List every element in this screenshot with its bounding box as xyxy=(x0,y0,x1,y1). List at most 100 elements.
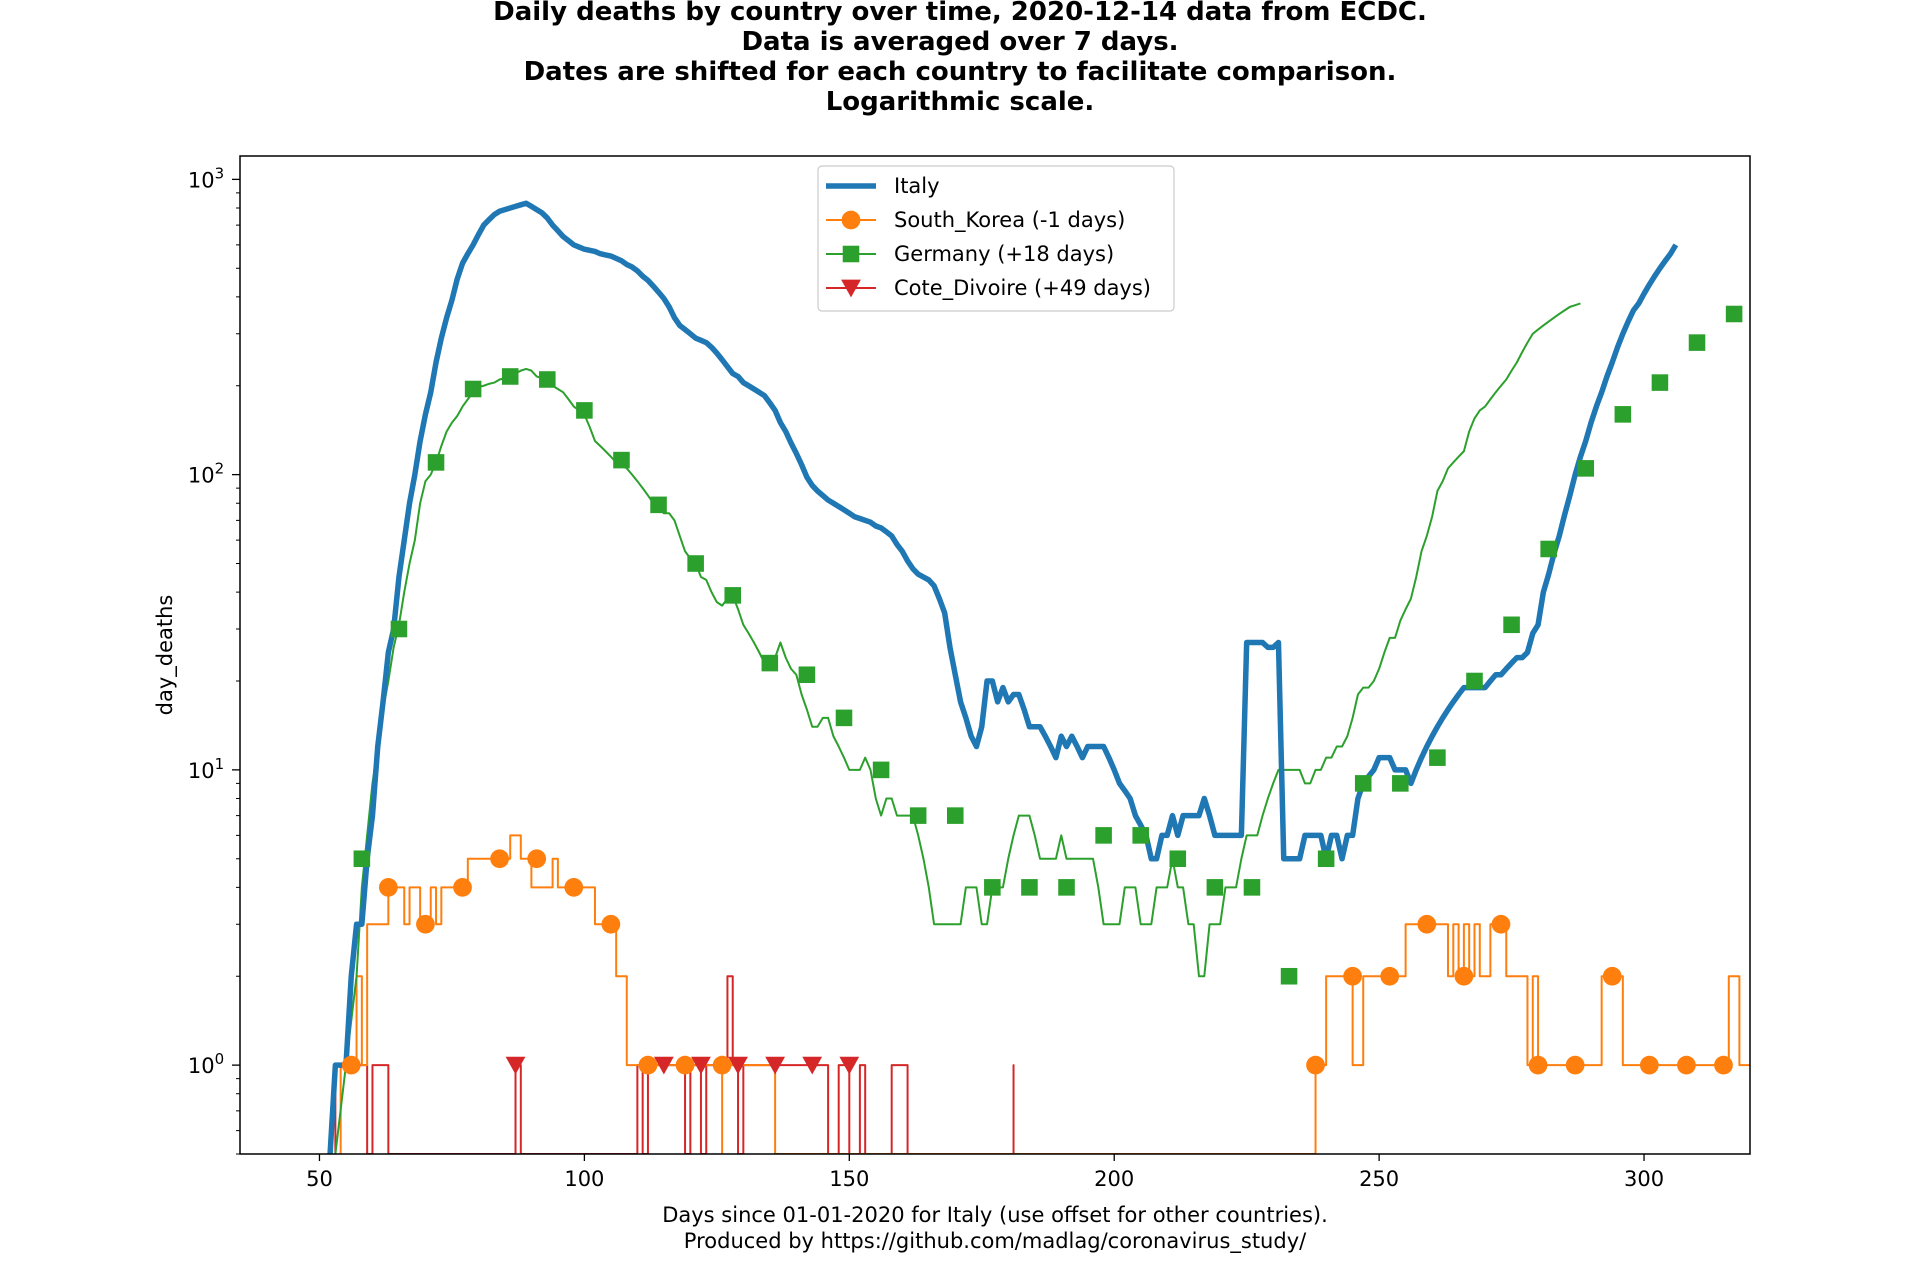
data-point-germany xyxy=(687,555,704,572)
data-point-germany xyxy=(724,587,742,604)
y-tick-label: 100 xyxy=(188,1050,224,1078)
data-point-germany xyxy=(427,454,445,471)
data-point-south_korea xyxy=(1380,966,1400,986)
data-point-germany xyxy=(1466,672,1483,690)
data-point-germany xyxy=(909,807,927,824)
plot-area-frame xyxy=(239,155,1751,1155)
y-axis: 100 101 102 103 xyxy=(188,164,240,1155)
x-tick-label: 100 xyxy=(564,1167,604,1191)
chart-title-line-3: Dates are shifted for each country to fa… xyxy=(524,57,1397,87)
data-point-south_korea xyxy=(601,914,621,934)
legend-label: Italy xyxy=(894,174,940,198)
x-tick-label: 50 xyxy=(306,1167,333,1191)
data-point-germany xyxy=(501,368,519,385)
data-point-cote_divoire xyxy=(653,1056,674,1075)
data-point-germany xyxy=(1354,775,1372,792)
data-point-south_korea xyxy=(1454,966,1474,986)
data-point-germany xyxy=(1132,827,1149,844)
data-point-germany xyxy=(946,807,964,824)
data-point-cote_divoire xyxy=(802,1056,823,1075)
x-axis: 50 100 150 200 250 300 xyxy=(306,1154,1664,1191)
y-tick-label: 102 xyxy=(188,460,224,488)
data-point-germany xyxy=(576,402,593,419)
legend-box xyxy=(817,165,1175,312)
data-point-germany xyxy=(1280,967,1298,985)
data-point-germany xyxy=(464,380,482,398)
legend-marker xyxy=(842,245,860,263)
y-tick-label: 103 xyxy=(188,164,224,192)
data-point-south_korea xyxy=(378,878,398,897)
chart-title-line-1: Daily deaths by country over time, 2020-… xyxy=(493,0,1427,27)
data-point-cote_divoire xyxy=(839,1056,860,1075)
x-tick-label: 300 xyxy=(1624,1167,1664,1191)
data-point-germany xyxy=(1503,616,1520,634)
data-point-germany xyxy=(1651,374,1669,391)
data-point-south_korea xyxy=(1343,966,1362,986)
data-point-germany xyxy=(650,496,667,514)
data-point-south_korea xyxy=(1677,1055,1696,1075)
data-point-germany xyxy=(835,709,853,727)
legend: Italy South_Korea (-1 days) Germany (+18 d… xyxy=(817,165,1175,312)
series-line-south_korea xyxy=(339,834,1750,1154)
chart-title-line-4: Logarithmic scale. xyxy=(826,87,1095,117)
legend-label: South_Korea (-1 days) xyxy=(894,208,1125,233)
x-tick-label: 150 xyxy=(829,1167,869,1191)
data-point-south_korea xyxy=(1639,1055,1659,1075)
marker-layer xyxy=(341,305,1743,1075)
data-point-germany xyxy=(1614,406,1632,423)
data-point-cote_divoire xyxy=(765,1056,786,1075)
data-point-germany xyxy=(390,620,408,638)
x-axis-label-line-2: Produced by https://github.com/madlag/co… xyxy=(684,1229,1307,1254)
data-point-germany xyxy=(1540,540,1557,558)
x-tick-label: 200 xyxy=(1094,1167,1134,1191)
data-point-south_korea xyxy=(1602,966,1622,986)
data-point-germany xyxy=(1429,749,1446,766)
data-point-germany xyxy=(613,451,630,469)
data-point-cote_divoire xyxy=(728,1056,748,1075)
data-point-germany xyxy=(1206,879,1224,896)
data-point-south_korea xyxy=(1491,914,1511,934)
data-point-south_korea xyxy=(527,849,547,869)
data-point-germany xyxy=(1725,305,1743,323)
data-point-south_korea xyxy=(341,1055,361,1075)
series-line-italy xyxy=(327,200,1679,1154)
data-point-south_korea xyxy=(1306,1055,1325,1075)
legend-marker xyxy=(841,279,861,298)
data-point-germany xyxy=(1095,827,1112,844)
data-point-south_korea xyxy=(638,1055,658,1075)
data-point-south_korea xyxy=(1565,1055,1585,1075)
series-layer xyxy=(327,200,1750,1154)
data-point-germany xyxy=(1169,850,1187,868)
data-point-south_korea xyxy=(1417,914,1437,934)
x-tick-label: 250 xyxy=(1359,1167,1399,1191)
data-point-germany xyxy=(1688,334,1706,351)
chart-title-line-2: Data is averaged over 7 days. xyxy=(741,27,1178,57)
data-point-south_korea xyxy=(416,914,435,934)
legend-label: Cote_Divoire (+49 days) xyxy=(894,276,1151,301)
data-point-germany xyxy=(1058,879,1075,896)
y-axis-label: day_deaths xyxy=(153,595,178,716)
data-point-germany xyxy=(1243,879,1261,896)
data-point-south_korea xyxy=(712,1055,732,1075)
data-point-germany xyxy=(1392,775,1409,792)
data-point-south_korea xyxy=(675,1055,695,1075)
series-line-germany xyxy=(334,302,1581,1154)
data-point-south_korea xyxy=(453,878,472,897)
data-point-germany xyxy=(761,654,779,672)
data-point-germany xyxy=(1317,850,1335,868)
data-point-south_korea xyxy=(1528,1055,1548,1075)
data-point-germany xyxy=(984,879,1001,896)
legend-label: Germany (+18 days) xyxy=(894,242,1114,266)
y-tick-label: 101 xyxy=(188,755,224,783)
data-point-germany xyxy=(872,761,890,779)
data-point-south_korea xyxy=(564,878,584,897)
data-point-germany xyxy=(798,666,816,684)
data-point-germany xyxy=(1577,460,1595,477)
chart-title: Daily deaths by country over time, 2020-… xyxy=(493,0,1427,117)
legend-marker xyxy=(841,210,861,230)
data-point-cote_divoire xyxy=(505,1056,526,1075)
data-point-germany xyxy=(539,371,556,388)
data-point-cote_divoire xyxy=(691,1056,711,1075)
